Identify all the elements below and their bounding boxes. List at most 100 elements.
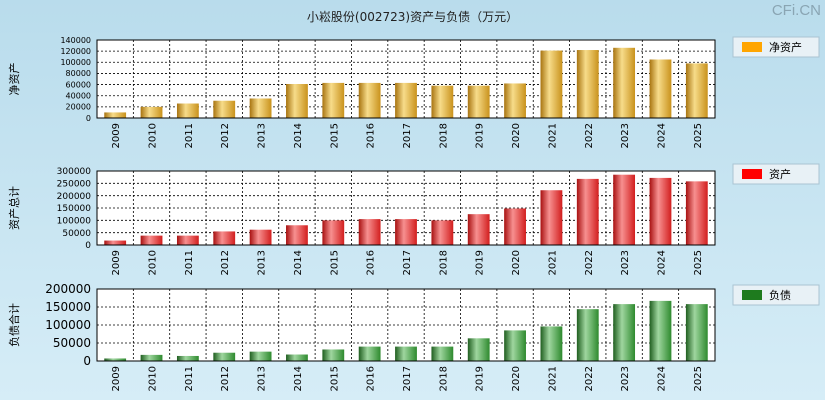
- y-axis-title: 资产总计: [7, 186, 21, 230]
- bar-assets: [213, 231, 236, 245]
- bar-equity: [176, 103, 199, 118]
- x-tick-label: 2020: [511, 250, 522, 275]
- y-tick-label: 100000: [45, 318, 91, 332]
- x-tick-label: 2016: [366, 366, 377, 391]
- y-tick-label: 0: [83, 354, 91, 368]
- x-tick-label: 2014: [293, 123, 304, 148]
- brand-logo: CFi.CN: [771, 2, 821, 19]
- x-tick-label: 2010: [148, 123, 159, 148]
- bar-liabilities: [431, 346, 454, 361]
- bar-liabilities: [249, 351, 272, 361]
- x-tick-label: 2021: [547, 250, 558, 275]
- x-tick-label: 2019: [475, 366, 486, 391]
- y-tick-label: 100000: [60, 58, 91, 67]
- x-tick-label: 2022: [584, 366, 595, 391]
- x-tick-label: 2015: [329, 250, 340, 275]
- bar-equity: [358, 82, 381, 118]
- bar-liabilities: [649, 300, 672, 361]
- legend-swatch: [742, 290, 762, 300]
- y-axis-title: 负债合计: [7, 303, 21, 347]
- bar-equity: [467, 85, 490, 118]
- bar-liabilities: [176, 355, 199, 361]
- bar-equity: [322, 82, 345, 118]
- x-tick-label: 2016: [366, 123, 377, 148]
- x-tick-label: 2019: [475, 123, 486, 148]
- y-tick-label: 150000: [57, 204, 92, 214]
- bar-liabilities: [104, 358, 127, 361]
- x-tick-label: 2022: [584, 250, 595, 275]
- x-tick-label: 2011: [184, 250, 195, 275]
- x-tick-label: 2009: [111, 250, 122, 275]
- x-tick-label: 2020: [511, 123, 522, 148]
- bar-liabilities: [322, 349, 345, 361]
- x-tick-label: 2025: [693, 366, 704, 391]
- x-tick-label: 2012: [220, 366, 231, 391]
- y-tick-label: 0: [86, 114, 91, 123]
- x-tick-label: 2019: [475, 250, 486, 275]
- y-tick-label: 50000: [62, 229, 91, 239]
- bar-liabilities: [467, 338, 490, 361]
- bar-assets: [104, 240, 127, 245]
- bar-equity: [540, 50, 563, 119]
- bar-liabilities: [576, 309, 599, 361]
- bar-assets: [322, 220, 345, 245]
- x-tick-label: 2024: [656, 250, 667, 275]
- plot-border: [96, 39, 716, 119]
- legend-label: 资产: [769, 167, 791, 181]
- x-tick-label: 2012: [220, 250, 231, 275]
- bar-assets: [286, 225, 308, 245]
- x-tick-label: 2018: [438, 123, 449, 148]
- x-tick-label: 2015: [329, 366, 340, 391]
- x-tick-label: 2024: [656, 366, 667, 391]
- y-tick-label: 100000: [57, 216, 92, 226]
- bar-equity: [431, 85, 454, 118]
- x-tick-label: 2010: [148, 366, 159, 391]
- x-tick-label: 2013: [257, 366, 268, 391]
- bar-equity: [249, 98, 272, 118]
- y-tick-label: 60000: [66, 80, 91, 89]
- legend-swatch: [742, 169, 762, 179]
- y-tick-label: 150000: [45, 300, 91, 314]
- y-tick-label: 250000: [57, 179, 92, 189]
- x-tick-label: 2016: [366, 250, 377, 275]
- chart-title: 小崧股份(002723)资产与负债（万元）: [306, 10, 519, 24]
- x-tick-label: 2009: [111, 123, 122, 148]
- x-tick-label: 2018: [438, 366, 449, 391]
- x-tick-label: 2017: [402, 250, 413, 275]
- x-tick-label: 2022: [584, 123, 595, 148]
- bar-liabilities: [213, 352, 236, 361]
- bar-liabilities: [395, 346, 417, 361]
- x-tick-label: 2018: [438, 250, 449, 275]
- x-tick-label: 2023: [620, 250, 631, 275]
- y-tick-label: 80000: [66, 69, 91, 78]
- x-tick-label: 2014: [293, 250, 304, 275]
- bar-assets: [431, 220, 454, 245]
- x-tick-label: 2017: [402, 366, 413, 391]
- bar-equity: [395, 82, 417, 118]
- legend-label: 负债: [769, 288, 791, 302]
- x-tick-label: 2023: [620, 366, 631, 391]
- bar-assets: [395, 219, 417, 245]
- y-tick-label: 300000: [57, 167, 92, 177]
- bar-liabilities: [286, 354, 308, 361]
- bar-assets: [249, 229, 272, 245]
- bar-assets: [540, 190, 563, 245]
- y-tick-label: 40000: [66, 92, 91, 101]
- bar-equity: [613, 47, 636, 118]
- x-tick-label: 2021: [547, 366, 558, 391]
- x-tick-label: 2013: [257, 123, 268, 148]
- x-tick-label: 2025: [693, 250, 704, 275]
- x-tick-label: 2021: [547, 123, 558, 148]
- y-tick-label: 20000: [66, 103, 91, 112]
- y-axis-title: 净资产: [7, 63, 21, 96]
- x-tick-label: 2010: [148, 250, 159, 275]
- bar-assets: [685, 181, 708, 245]
- x-tick-label: 2023: [620, 123, 631, 148]
- x-tick-label: 2017: [402, 123, 413, 148]
- x-tick-label: 2013: [257, 250, 268, 275]
- bar-equity: [649, 59, 672, 118]
- bar-equity: [685, 63, 708, 118]
- x-tick-label: 2009: [111, 366, 122, 391]
- bar-assets: [467, 214, 490, 245]
- bar-assets: [140, 235, 163, 245]
